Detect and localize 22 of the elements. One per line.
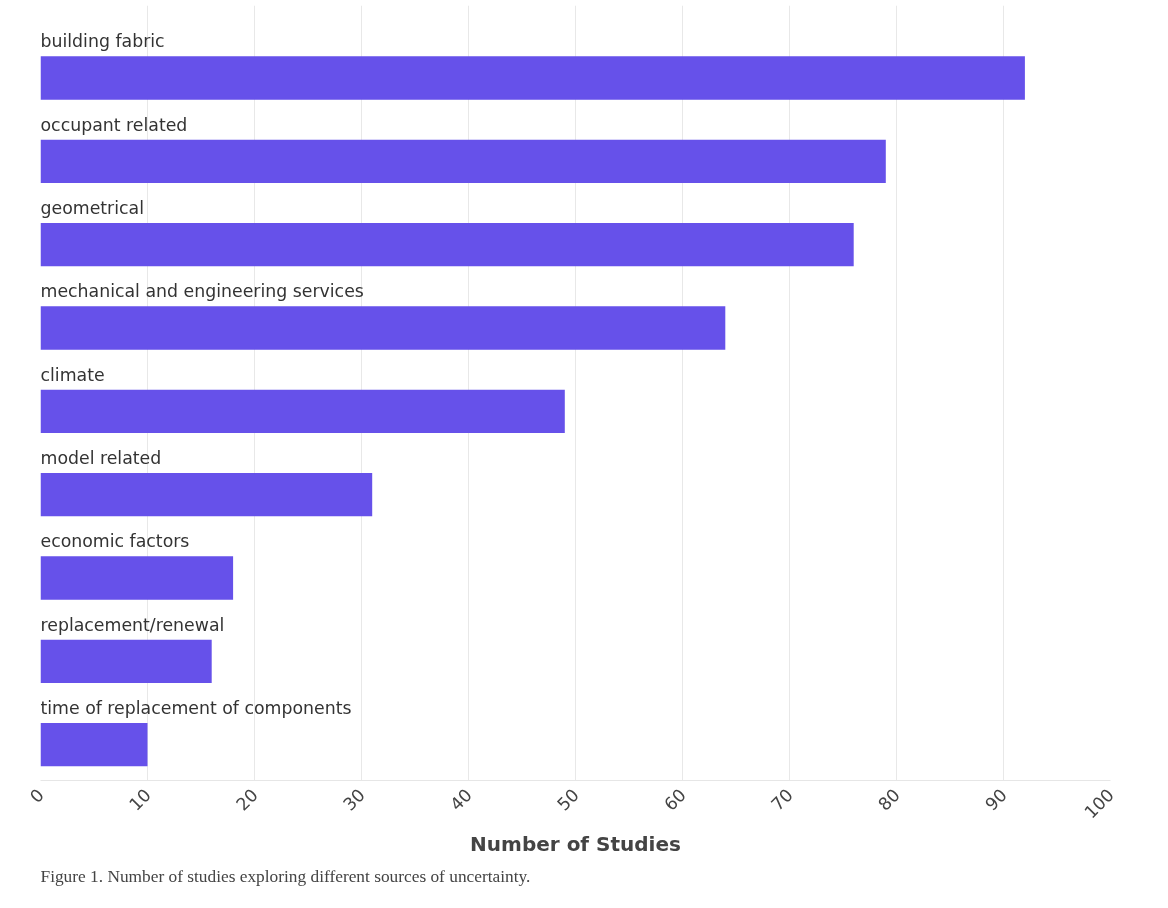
x-tick-label: 70 [767, 784, 797, 815]
x-tick-label: 10 [125, 784, 155, 815]
y-tick-label: geometrical [40, 198, 144, 218]
y-tick-label: climate [40, 364, 105, 385]
y-tick-label: occupant related [40, 114, 188, 135]
caption: Figure 1. Number of studies exploring different sources of uncertainty. [40, 866, 531, 886]
y-tick-label: model related [40, 448, 162, 468]
y-tick-label: time of replacement of components [40, 698, 352, 718]
x-tick-label: 20 [232, 784, 262, 815]
x-tick-label: 100 [1080, 784, 1118, 823]
y-tick-label: economic factors [40, 531, 190, 552]
x-tick-label: 40 [446, 784, 476, 815]
x-axis-title: Number of Studies [470, 832, 681, 857]
x-tick-label: 30 [339, 784, 369, 815]
y-tick-label: mechanical and engineering services [40, 281, 364, 302]
y-tick-label: building fabric [40, 31, 165, 52]
x-tick-label: 90 [981, 784, 1011, 815]
y-tick-label: replacement/renewal [40, 614, 225, 635]
x-tick-label: 50 [553, 784, 583, 815]
x-tick-label: 0 [25, 784, 48, 807]
x-tick-label: 60 [660, 784, 690, 815]
x-tick-label: 80 [874, 784, 904, 815]
